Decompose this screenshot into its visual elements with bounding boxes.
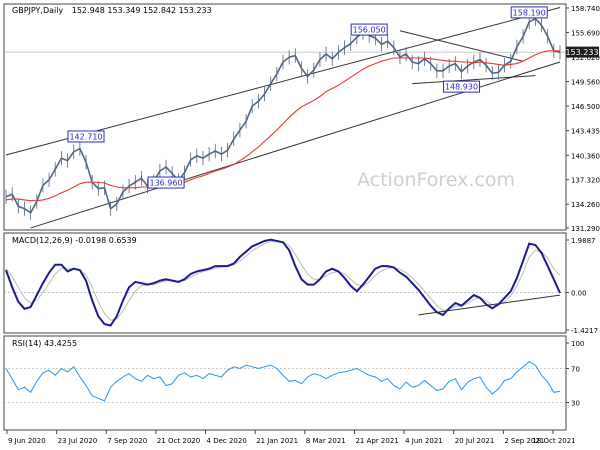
price-annotation-box — [350, 23, 388, 36]
rsi-y-tick-label: 70 — [571, 366, 580, 374]
channel-upper-line — [5, 7, 561, 156]
price-annotations: 142.710 136.960 156.050 148.930 158.190 — [67, 6, 548, 189]
rsi-series — [5, 361, 561, 402]
price-annotation-box — [443, 80, 481, 93]
macd-y-tick-label: -1.4217 — [571, 327, 598, 335]
triangle-lower-line — [412, 75, 536, 85]
x-tick-label: 18 Oct 2021 — [532, 437, 575, 445]
price-annotation-box — [67, 130, 105, 143]
price-y-tick-label: 149.560 — [571, 79, 600, 87]
macd-main-series — [5, 238, 561, 327]
price-panel: 158.740 155.690 152.620 149.560 146.500 143.4… — [3, 3, 600, 233]
price-annotation-box — [147, 176, 185, 189]
x-tick-label: 2 Sep 2021 — [504, 437, 544, 445]
price-annotation-box — [510, 6, 548, 19]
x-tick-label: 9 Jun 2020 — [8, 437, 46, 445]
x-tick-label: 21 Apr 2021 — [355, 437, 398, 445]
current-price-tag-bg — [566, 46, 599, 58]
x-tick-label: 21 Oct 2020 — [157, 437, 200, 445]
x-axis: 9 Jun 2020 23 Jul 2020 7 Sep 2020 21 Oct 20… — [4, 429, 576, 445]
ema-series — [5, 50, 560, 202]
price-symbol-label: GBPJPY,Daily — [12, 6, 63, 15]
macd-y-ticks: 1.9887 0.00 -1.4217 — [566, 237, 598, 335]
x-tick-label: 4 Jun 2021 — [405, 437, 443, 445]
price-ohlc-readout: 152.948 153.349 152.842 153.233 — [72, 6, 212, 15]
watermark-text: ActionForex.com — [357, 169, 515, 191]
macd-panel: 1.9887 0.00 -1.4217 MACD(12,26,9) -0.0198 … — [3, 232, 598, 335]
price-annotation-label: 156.050 — [353, 26, 386, 35]
price-y-tick-label: 158.740 — [571, 5, 600, 13]
price-annotation-label: 158.190 — [513, 8, 546, 17]
x-tick-label: 20 Jul 2021 — [455, 437, 495, 445]
macd-panel-title: MACD(12,26,9) -0.0198 0.6539 — [12, 236, 137, 245]
price-annotation-label: 142.710 — [69, 132, 102, 141]
x-tick-label: 21 Jan 2021 — [256, 437, 298, 445]
price-y-tick-label: 134.260 — [571, 201, 600, 209]
macd-panel-frame — [3, 232, 567, 334]
price-y-tick-label: 131.290 — [571, 225, 600, 233]
macd-y-tick-label: 1.9887 — [571, 237, 596, 245]
x-tick-label: 23 Jul 2020 — [58, 437, 98, 445]
macd-y-tick-label: 0.00 — [571, 289, 587, 297]
price-annotation-label: 136.960 — [149, 179, 182, 188]
price-y-tick-label: 140.360 — [571, 152, 600, 160]
price-y-tick-label: 143.435 — [571, 128, 600, 136]
x-tick-label: 8 Mar 2021 — [306, 437, 346, 445]
triangle-upper-line — [399, 30, 524, 62]
price-y-tick-label: 155.690 — [571, 29, 600, 37]
price-y-tick-label: 137.320 — [571, 177, 600, 185]
rsi-panel-title: RSI(14) 43.4255 — [12, 339, 77, 348]
price-series — [5, 7, 561, 229]
price-panel-title: GBPJPY,Daily 152.948 153.349 152.842 153… — [12, 6, 212, 15]
current-price-label: 153.233 — [565, 48, 598, 57]
rsi-y-tick-label: 30 — [571, 400, 580, 408]
macd-series — [5, 238, 561, 327]
rsi-y-tick-label: 100 — [571, 340, 584, 348]
rsi-y-ticks: 100 70 30 — [566, 340, 584, 408]
price-y-tick-label: 152.620 — [571, 54, 600, 62]
x-tick-label: 7 Sep 2020 — [107, 437, 147, 445]
rsi-series — [5, 361, 561, 402]
price-y-tick-label: 146.500 — [571, 103, 600, 111]
price-y-ticks: 158.740 155.690 152.620 149.560 146.500 143.4… — [566, 5, 600, 233]
macd-support-line — [418, 294, 561, 316]
rsi-grid — [4, 368, 566, 403]
x-tick-label: 4 Dec 2020 — [207, 437, 247, 445]
price-annotation-label: 148.930 — [445, 83, 478, 92]
current-price-tag: 153.233 — [565, 46, 599, 58]
price-panel-frame — [3, 3, 567, 231]
